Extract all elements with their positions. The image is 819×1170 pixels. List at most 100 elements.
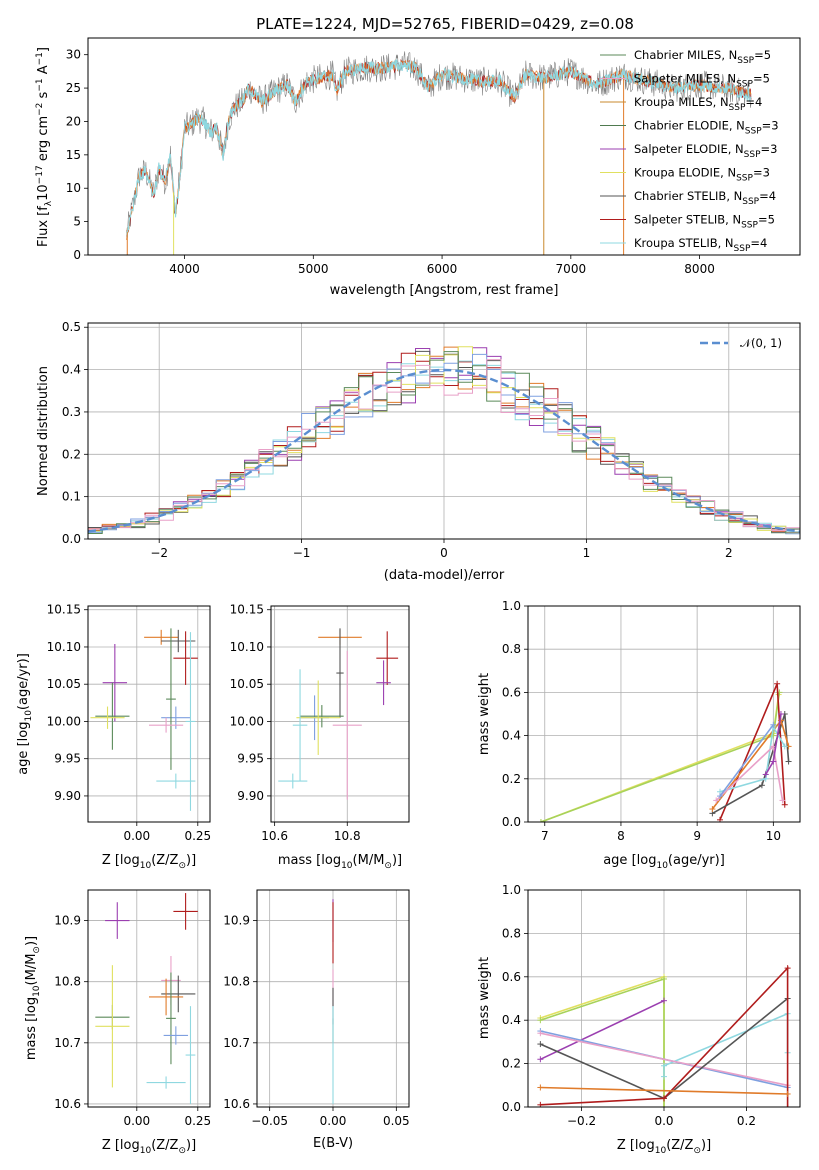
panel-spectrum: 4000 5000 6000 7000 8000 0 5 10 15 20 25 30 waveleng… [35, 37, 801, 298]
plot-area [528, 606, 800, 822]
x-tick-label: 7 [541, 829, 549, 843]
x-tick-label: 0.05 [383, 1114, 410, 1128]
series-line [540, 966, 789, 1107]
legend: Chabrier MILES, NSSP=5 Salpeter MILES, NS… [600, 48, 779, 254]
error-point [95, 965, 130, 1088]
legend-entry: Chabrier ELODIE, NSSP=3 [634, 119, 779, 137]
x-tick-label: 0.00 [123, 829, 150, 843]
y-tick-label: 0.2 [502, 1057, 521, 1071]
plot-area [88, 323, 800, 539]
x-tick-label: 0.00 [320, 1114, 347, 1128]
error-point [166, 972, 176, 1065]
panels: 4000 5000 6000 7000 8000051015202530waveleng… [16, 37, 801, 1156]
y-tick-label: 10.9 [54, 914, 81, 928]
panel-mass-vs-Z: 0.00 0.25 10.6 10.7 10.8 10.9 Z [log10(Z/Z⊙)] m… [24, 889, 211, 1156]
plot-area [88, 606, 210, 822]
y-tick-label: 10.10 [47, 640, 81, 654]
series-line [540, 694, 780, 822]
y-tick-label: 1.0 [502, 883, 521, 897]
legend-entry: Chabrier STELIB, NSSP=4 [634, 189, 776, 207]
y-tick-label: 9.95 [237, 752, 264, 766]
y-tick-label: 0.4 [502, 1013, 521, 1027]
y-tick-label: 0.5 [62, 320, 81, 334]
series-line [540, 692, 781, 822]
y-tick-label: 10.10 [230, 640, 264, 654]
x-tick-label: 10.6 [261, 829, 288, 843]
x-axis-label: wavelength [Angstrom, rest frame] [330, 283, 559, 298]
series-line [712, 713, 790, 815]
y-tick-label: 10.05 [47, 677, 81, 691]
axes-frame [87, 37, 801, 256]
error-point [105, 902, 130, 939]
error-point [90, 706, 125, 729]
figure-title: PLATE=1224, MJD=52765, FIBERID=0429, z=0… [256, 15, 634, 33]
axes-frame [87, 605, 211, 823]
error-point [173, 893, 198, 930]
series-line [719, 724, 774, 797]
x-tick-label: 7000 [556, 262, 587, 276]
y-tick-label: 0.8 [502, 926, 521, 940]
plot-area [271, 606, 409, 822]
y-axis-label: Normed distribution [36, 366, 51, 496]
panel-age-vs-mass: 10.6 10.8 9.90 9.95 10.00 10.05 10.10 10.15 mass… [230, 603, 410, 871]
y-tick-label: 0.6 [502, 685, 521, 699]
series-line [719, 724, 786, 793]
y-tick-label: 9.95 [54, 752, 81, 766]
error-point [336, 628, 344, 718]
x-axis-label: (data-model)/error [384, 568, 505, 583]
x-tick-label: 2 [725, 546, 733, 560]
y-axis-label: age [log10(age/yr)] [16, 653, 34, 775]
x-tick-label: 0 [440, 546, 448, 560]
y-tick-label: 0.0 [502, 815, 521, 829]
axes-frame [527, 605, 801, 823]
x-tick-label: 4000 [169, 262, 200, 276]
spectrum-line [126, 58, 752, 238]
x-tick-label: 0.00 [123, 1114, 150, 1128]
error-point [161, 629, 196, 653]
y-tick-label: 10.8 [54, 975, 81, 989]
y-tick-label: 10.7 [54, 1036, 81, 1050]
x-tick-label: 8000 [684, 262, 715, 276]
plot-area [257, 890, 409, 1107]
x-axis-label: mass [log10(M/M⊙)] [278, 853, 402, 871]
axes-frame [256, 889, 410, 1108]
error-point [95, 682, 130, 750]
error-point [163, 1026, 189, 1045]
panel-age-vs-Z: 0.00 0.25 9.90 9.95 10.00 10.05 10.10 10.15 Z [l… [16, 603, 211, 871]
plot-area [126, 51, 752, 255]
y-tick-label: 10.15 [230, 603, 264, 617]
series-line [540, 1086, 788, 1095]
panel-mass-vs-ebv: −0.05 0.00 0.05 10.6 10.7 10.8 10.9 E(B-V) [223, 889, 410, 1151]
histogram-step [88, 353, 800, 535]
error-point [332, 650, 362, 800]
x-tick-label: 8 [617, 829, 625, 843]
y-tick-label: 0.2 [62, 447, 81, 461]
histogram-step [88, 359, 800, 531]
x-tick-label: 5000 [298, 262, 329, 276]
series-line [540, 999, 665, 1061]
histogram-step [88, 351, 800, 534]
y-tick-label: 10.00 [47, 714, 81, 728]
x-tick-label: 6000 [427, 262, 458, 276]
x-tick-label: 10 [766, 829, 781, 843]
y-tick-label: 10.6 [54, 1097, 81, 1111]
legend-entry: Salpeter MILES, NSSP=5 [634, 72, 770, 90]
error-point [102, 643, 128, 722]
error-point [173, 631, 198, 685]
y-tick-label: 0.1 [62, 490, 81, 504]
error-point [278, 773, 308, 789]
y-tick-label: 5 [73, 215, 81, 229]
error-point [300, 705, 344, 728]
x-tick-label: −1 [293, 546, 311, 560]
y-tick-label: 0.3 [62, 405, 81, 419]
y-tick-label: 0.0 [502, 1100, 521, 1114]
error-point [149, 978, 184, 1016]
y-tick-label: 10.9 [223, 914, 250, 928]
x-tick-label: 0.2 [737, 1114, 756, 1128]
x-tick-label: 0.25 [184, 1114, 211, 1128]
legend-entry: Kroupa MILES, NSSP=4 [634, 95, 762, 113]
y-tick-label: 30 [66, 48, 81, 62]
series-line [663, 1012, 789, 1077]
series-line [540, 1032, 788, 1087]
panel-mass-weight-vs-Z: −0.2 0.0 0.2 0.0 0.2 0.4 0.6 0.8 1.0 Z [log10(Z/Z… [477, 883, 801, 1156]
